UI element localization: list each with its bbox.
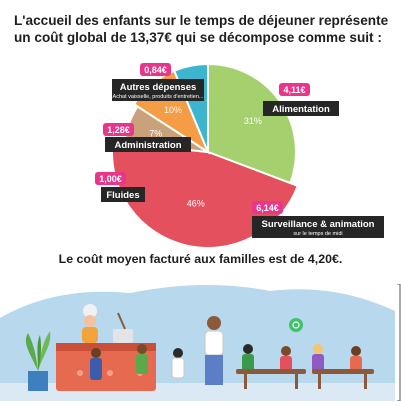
callout-sublabel-autres: Achat vaisselle, produits d'entretien... (113, 94, 204, 100)
frame-edge (397, 283, 401, 402)
amount-pill-surveillance (252, 201, 283, 214)
callout-label-fluides: Fluides (106, 190, 139, 201)
callout-fluides: Fluides 1,00€ (95, 172, 145, 202)
amount-pill-alimentation (279, 83, 310, 96)
callout-box-alimentation (263, 101, 339, 116)
amount-label-administration: 1,28€ (107, 125, 130, 135)
callout-box-administration (105, 137, 191, 152)
callout-box-surveillance (252, 216, 384, 238)
amount-pill-administration (103, 123, 134, 136)
percent-label-surveillance: 46% (187, 198, 205, 208)
amount-label-autres: 0,84€ (144, 65, 167, 75)
soup-pot (113, 312, 133, 343)
amount-pill-fluides (95, 172, 126, 185)
adult-figure (204, 316, 224, 385)
potted-plant (25, 331, 51, 391)
callout-label-autres: Autres dépenses (120, 82, 197, 93)
chef-figure (82, 304, 98, 343)
amount-pill-autres (140, 63, 171, 76)
callout-label-alimentation: Alimentation (272, 104, 330, 115)
callout-box-fluides (101, 187, 145, 202)
amount-label-surveillance: 6,14€ (256, 203, 279, 213)
cost-pie-chart: 31%46%7%10%6%Alimentation4,11€Surveillan… (95, 62, 384, 250)
amount-label-alimentation: 4,11€ (283, 85, 305, 95)
intro-text: L'accueil des enfants sur le temps de dé… (14, 13, 389, 45)
canteen-illustration (0, 284, 395, 401)
dining-tables (236, 369, 374, 389)
callout-alimentation: Alimentation 4,11€ (263, 83, 339, 116)
callout-box-autres (112, 79, 204, 101)
callout-label-administration: Administration (114, 140, 181, 151)
amount-label-fluides: 1,00€ (99, 174, 122, 184)
whatsapp-icon (289, 318, 303, 332)
percent-label-fluides: 7% (149, 129, 162, 139)
children-figures (90, 344, 362, 380)
callout-administration: Administration 1,28€ (103, 123, 191, 152)
average-cost-text: Le coût moyen facturé aux familles est d… (58, 252, 343, 266)
percent-label-administration: 10% (164, 105, 182, 115)
callout-sublabel-surveillance: sur le temps de midi (293, 231, 342, 237)
serving-counter (56, 343, 156, 391)
percent-label-alimentation: 31% (244, 116, 262, 126)
callout-label-surveillance: Surveillance & animation (262, 219, 375, 230)
